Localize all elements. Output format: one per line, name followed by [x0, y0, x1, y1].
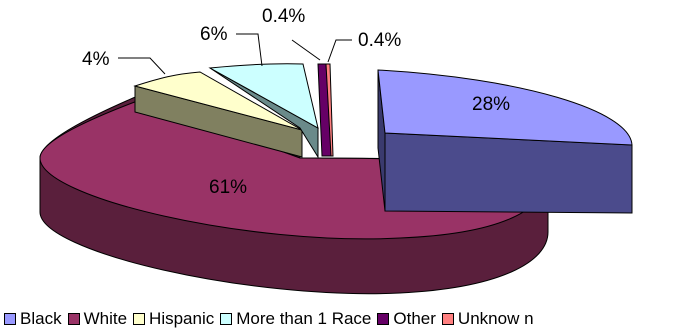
legend-label-black: Black — [20, 309, 62, 328]
data-label-multirace: 6% — [200, 24, 228, 45]
legend-label-unknown: Unknow n — [457, 309, 534, 328]
slice-black-side — [384, 132, 633, 214]
legend-item-hispanic: Hispanic — [133, 309, 214, 329]
leader-line-multirace — [236, 33, 263, 67]
legend-item-unknown: Unknow n — [441, 309, 534, 329]
data-label-other: 0.4% — [262, 6, 305, 27]
legend-item-black: Black — [4, 309, 62, 329]
leader-line-hispanic — [118, 57, 166, 75]
data-label-unknown: 0.4% — [358, 30, 401, 51]
legend-label-white: White — [83, 309, 128, 328]
pie-chart: 28% 61% 4% 6% 0.4% 0.4% — [39, 6, 633, 295]
leader-line-other — [291, 39, 321, 61]
legend-item-white: White — [67, 309, 128, 329]
legend-swatch-black — [4, 313, 16, 325]
legend-swatch-other — [377, 313, 390, 325]
legend-label-multirace: More than 1 Race — [236, 309, 372, 328]
data-label-hispanic: 4% — [82, 49, 110, 70]
slice-unknown — [325, 63, 334, 157]
legend-label-other: Other — [393, 309, 436, 328]
legend-item-other: Other — [377, 309, 436, 329]
legend-item-multirace: More than 1 Race — [220, 309, 371, 329]
slice-black — [377, 69, 633, 146]
legend-swatch-hispanic — [133, 313, 146, 325]
leader-line-unknown — [327, 39, 352, 63]
slice-hispanic — [133, 71, 303, 131]
data-label-white: 61% — [209, 177, 247, 198]
legend-label-hispanic: Hispanic — [149, 309, 215, 328]
data-label-black: 28% — [472, 94, 510, 115]
legend-swatch-multirace — [220, 313, 233, 325]
legend-swatch-white — [67, 313, 80, 325]
slice-multirace — [208, 63, 319, 129]
chart-legend: Black White Hispanic More than 1 Race Ot… — [0, 308, 686, 330]
legend-swatch-unknown — [441, 313, 454, 325]
